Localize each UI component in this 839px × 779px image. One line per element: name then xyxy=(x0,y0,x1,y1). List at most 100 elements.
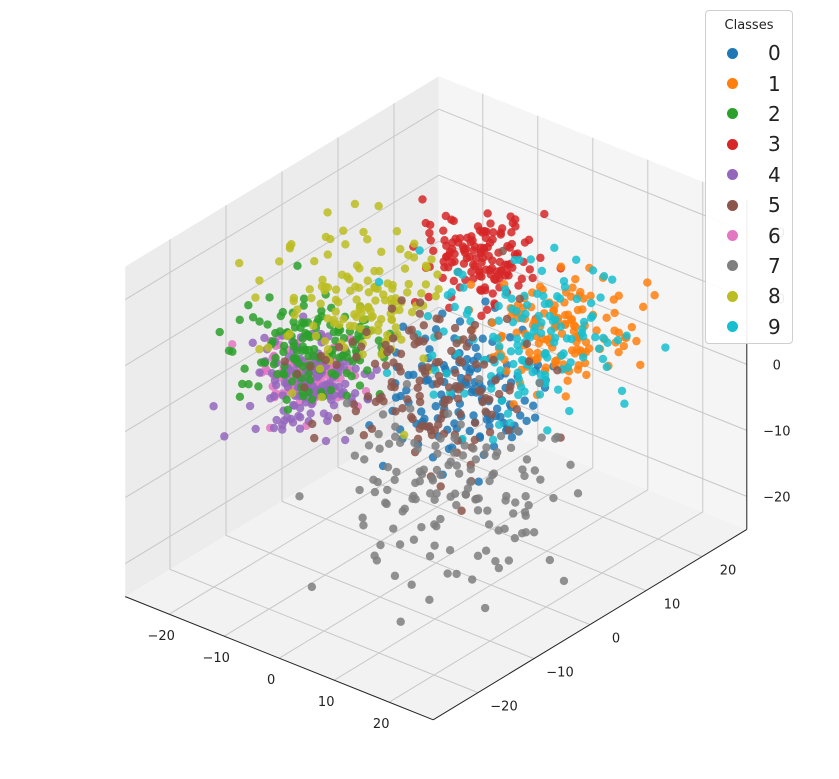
point-class-0 xyxy=(529,401,538,410)
point-class-7 xyxy=(573,489,583,498)
point-class-2 xyxy=(299,391,308,401)
point-class-8 xyxy=(329,315,339,325)
point-class-5 xyxy=(418,364,427,373)
point-class-1 xyxy=(586,291,595,301)
legend-entry: 5 xyxy=(706,190,792,220)
point-class-1 xyxy=(571,322,580,331)
point-class-2 xyxy=(278,307,288,317)
point-class-9 xyxy=(460,389,469,398)
point-class-7 xyxy=(389,524,398,533)
point-class-4 xyxy=(312,372,322,382)
point-class-7 xyxy=(473,551,483,561)
point-class-5 xyxy=(388,334,398,343)
point-class-7 xyxy=(449,448,459,457)
point-class-3 xyxy=(517,274,527,284)
point-class-1 xyxy=(561,392,570,401)
point-class-3 xyxy=(426,236,435,245)
grid-line xyxy=(281,500,591,626)
point-class-3 xyxy=(421,218,430,228)
point-class-7 xyxy=(345,426,355,435)
point-class-9 xyxy=(571,255,581,264)
point-class-0 xyxy=(492,404,502,413)
point-class-1 xyxy=(571,274,580,284)
legend-label: 4 xyxy=(768,162,781,187)
z-tick-label: −20 xyxy=(763,490,790,505)
point-class-7 xyxy=(383,485,392,495)
point-class-5 xyxy=(387,382,396,391)
point-class-9 xyxy=(555,294,565,303)
point-class-7 xyxy=(433,449,442,458)
point-class-5 xyxy=(430,425,440,435)
point-class-9 xyxy=(509,359,518,369)
point-class-4 xyxy=(340,435,350,445)
point-class-7 xyxy=(307,582,317,592)
point-class-7 xyxy=(376,540,385,550)
point-class-9 xyxy=(661,343,670,352)
point-class-3 xyxy=(481,233,491,243)
point-class-9 xyxy=(544,299,554,309)
point-class-5 xyxy=(334,343,344,352)
point-class-8 xyxy=(374,201,383,211)
point-class-8 xyxy=(404,279,413,289)
point-class-4 xyxy=(272,415,281,425)
point-class-7 xyxy=(473,506,483,515)
point-class-2 xyxy=(307,395,317,404)
point-class-0 xyxy=(473,352,482,361)
point-class-9 xyxy=(528,367,537,377)
point-class-5 xyxy=(474,386,483,396)
point-class-9 xyxy=(494,420,504,429)
point-class-3 xyxy=(455,234,465,243)
point-class-7 xyxy=(378,410,388,419)
point-class-2 xyxy=(283,405,293,414)
point-class-5 xyxy=(396,349,406,359)
point-class-2 xyxy=(235,392,245,402)
point-class-7 xyxy=(425,595,434,604)
point-class-5 xyxy=(515,294,525,303)
point-class-9 xyxy=(489,332,498,342)
point-class-8 xyxy=(310,257,319,266)
point-class-7 xyxy=(402,379,412,389)
point-class-8 xyxy=(320,336,330,346)
point-class-8 xyxy=(289,293,299,303)
point-class-0 xyxy=(496,412,505,422)
point-class-5 xyxy=(512,405,522,414)
point-class-9 xyxy=(497,396,506,406)
point-class-5 xyxy=(348,337,357,347)
point-class-7 xyxy=(417,522,426,532)
point-class-8 xyxy=(375,266,384,276)
point-class-4 xyxy=(248,338,257,347)
point-class-8 xyxy=(331,285,341,294)
point-class-7 xyxy=(415,477,424,486)
point-class-3 xyxy=(418,195,427,204)
point-class-9 xyxy=(522,300,532,310)
point-class-3 xyxy=(483,243,492,252)
point-class-9 xyxy=(516,382,526,392)
point-class-1 xyxy=(610,308,619,318)
point-class-9 xyxy=(617,386,627,396)
point-class-7 xyxy=(521,511,530,520)
point-class-7 xyxy=(381,498,390,507)
point-class-1 xyxy=(609,295,618,304)
point-class-3 xyxy=(501,271,510,280)
point-class-4 xyxy=(245,401,255,411)
point-class-8 xyxy=(305,285,314,294)
point-class-8 xyxy=(364,288,373,297)
point-class-5 xyxy=(522,339,532,349)
point-class-2 xyxy=(317,306,326,316)
point-class-5 xyxy=(383,347,392,357)
point-class-7 xyxy=(375,444,384,453)
point-class-7 xyxy=(491,451,501,461)
point-class-8 xyxy=(363,235,372,244)
point-class-7 xyxy=(454,469,464,478)
point-class-8 xyxy=(255,345,264,354)
legend-label: 2 xyxy=(768,101,781,126)
point-class-9 xyxy=(374,277,384,287)
point-class-8 xyxy=(315,364,325,374)
point-class-4 xyxy=(255,368,264,377)
point-class-3 xyxy=(475,226,485,235)
point-class-4 xyxy=(296,413,305,422)
point-class-5 xyxy=(453,394,463,403)
point-class-7 xyxy=(535,378,544,388)
point-class-9 xyxy=(537,266,547,276)
point-class-8 xyxy=(400,264,410,273)
